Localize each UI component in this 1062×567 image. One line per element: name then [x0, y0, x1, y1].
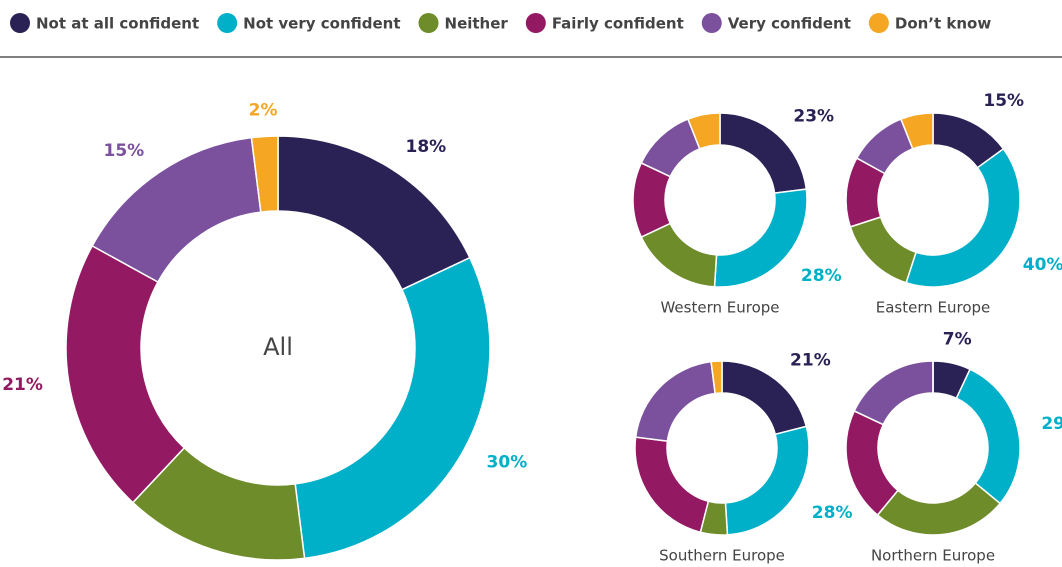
legend-swatch: [868, 13, 889, 33]
value-label: 18%: [406, 137, 447, 157]
value-label: 2%: [249, 100, 278, 120]
chart-title: Southern Europe: [659, 547, 785, 565]
donut-segment: [905, 147, 1021, 288]
legend-swatch: [418, 13, 439, 33]
legend-swatch: [10, 13, 30, 33]
donut-segment: [250, 135, 279, 213]
donut-segment: [710, 360, 723, 395]
chart-title: Northern Europe: [871, 547, 995, 565]
legend-label: Very confident: [728, 15, 851, 33]
legend-label: Neither: [445, 15, 509, 33]
donut-segment: [640, 222, 718, 288]
value-label: 7%: [943, 330, 972, 350]
donut-segment: [294, 256, 491, 560]
donut-segment: [849, 216, 917, 284]
legend-swatch: [701, 13, 722, 33]
value-label: 40%: [1023, 255, 1062, 275]
donut-segment: [845, 409, 899, 517]
chart-title: All: [263, 333, 293, 361]
legend-swatch: [217, 13, 238, 33]
donut-segment: [955, 368, 1021, 505]
donut-segment: [277, 135, 471, 291]
donut-segment: [899, 112, 934, 150]
value-label: 29%: [1041, 414, 1062, 434]
donut-segment: [724, 425, 810, 536]
value-label: 28%: [801, 266, 842, 286]
value-label: 21%: [790, 350, 831, 370]
value-label: 14%: [164, 564, 205, 567]
legend-label: Not very confident: [243, 15, 400, 33]
legend-label: Don’t know: [895, 15, 991, 33]
donut-segment: [634, 360, 716, 442]
value-label: 30%: [487, 453, 528, 473]
value-label: 15%: [983, 91, 1024, 111]
chart-title: Eastern Europe: [876, 299, 991, 317]
donut-segment: [686, 112, 721, 150]
legend-label: Fairly confident: [552, 15, 684, 33]
legend-swatch: [525, 13, 546, 33]
donut-segment: [713, 188, 808, 288]
legend-label: Not at all confident: [36, 15, 199, 33]
value-label: 28%: [812, 503, 853, 523]
donut-segment: [853, 360, 934, 426]
value-label: 23%: [793, 107, 834, 127]
value-label: 21%: [2, 375, 43, 395]
donut-segment: [721, 360, 808, 436]
donut-segment: [634, 436, 710, 534]
donut-segment: [65, 244, 186, 504]
chart-title: Western Europe: [660, 299, 779, 317]
value-label: 15%: [104, 141, 145, 161]
